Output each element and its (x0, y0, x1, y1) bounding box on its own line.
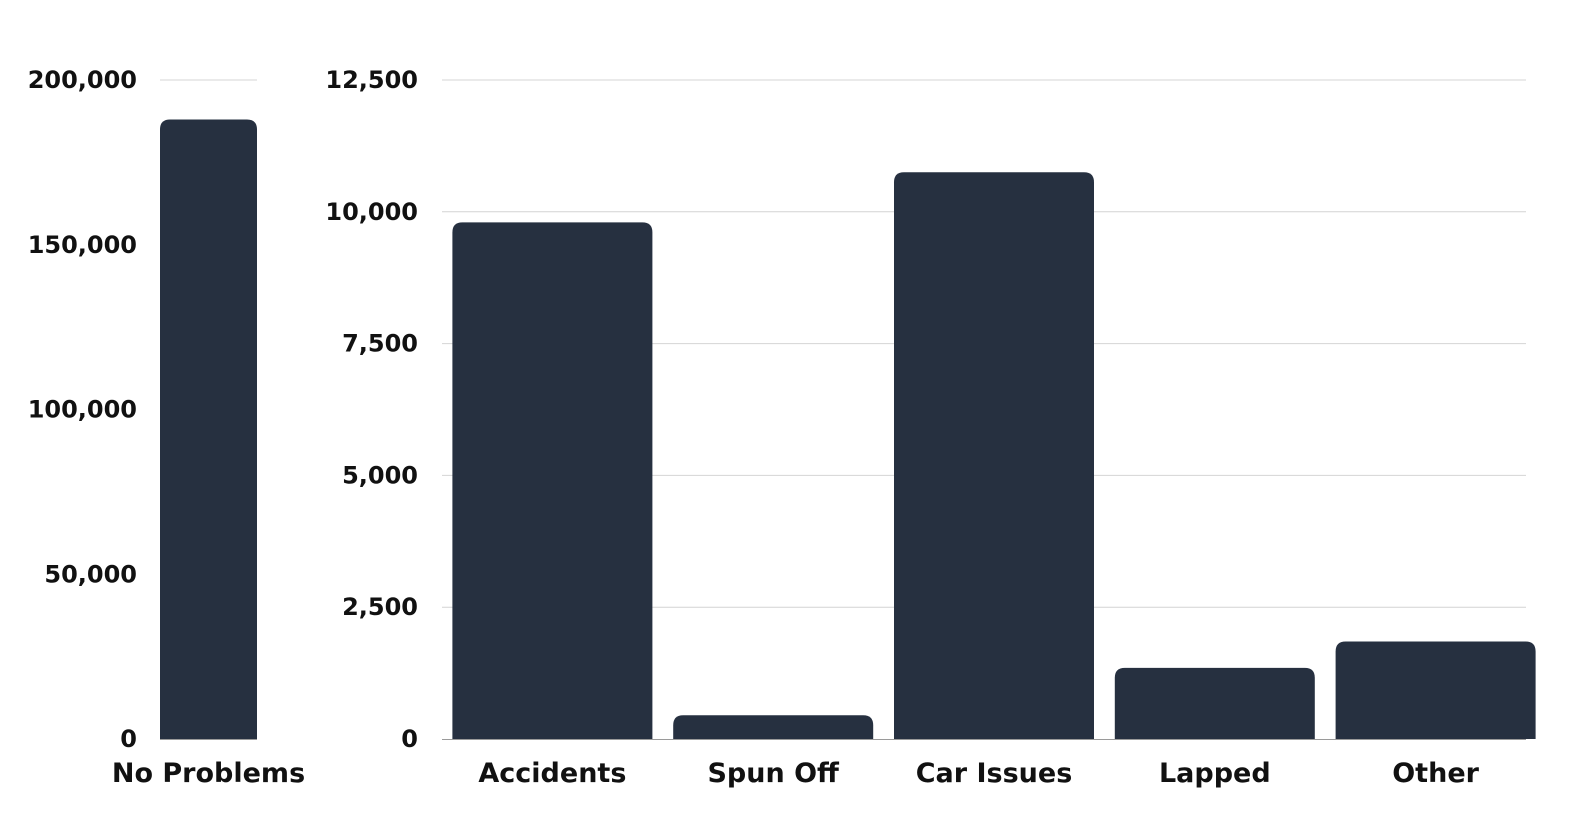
y-tick-label: 7,500 (342, 330, 418, 358)
bar-car-issues (894, 172, 1094, 739)
x-tick-label: Car Issues (916, 758, 1073, 789)
x-tick-label: No Problems (112, 758, 305, 789)
y-tick-label: 150,000 (28, 231, 137, 259)
y-tick-label: 10,000 (325, 198, 418, 226)
x-tick-label: Spun Off (707, 758, 840, 789)
y-tick-label: 100,000 (28, 396, 137, 424)
y-tick-label: 0 (401, 725, 418, 753)
y-tick-label: 12,500 (325, 66, 418, 94)
bar-spun-off (673, 715, 874, 739)
y-tick-label: 200,000 (28, 66, 137, 94)
y-tick-label: 50,000 (44, 560, 137, 588)
x-tick-label: Lapped (1159, 758, 1271, 789)
bar-lapped (1114, 667, 1315, 739)
y-tick-label: 2,500 (342, 593, 418, 621)
bar-accidents (452, 222, 653, 739)
bar-no-problems (160, 119, 257, 740)
x-tick-label: Other (1392, 758, 1479, 789)
x-tick-label: Accidents (478, 758, 626, 789)
bar-other (1335, 641, 1536, 739)
y-tick-label: 0 (120, 725, 137, 753)
y-tick-label: 5,000 (342, 461, 418, 489)
